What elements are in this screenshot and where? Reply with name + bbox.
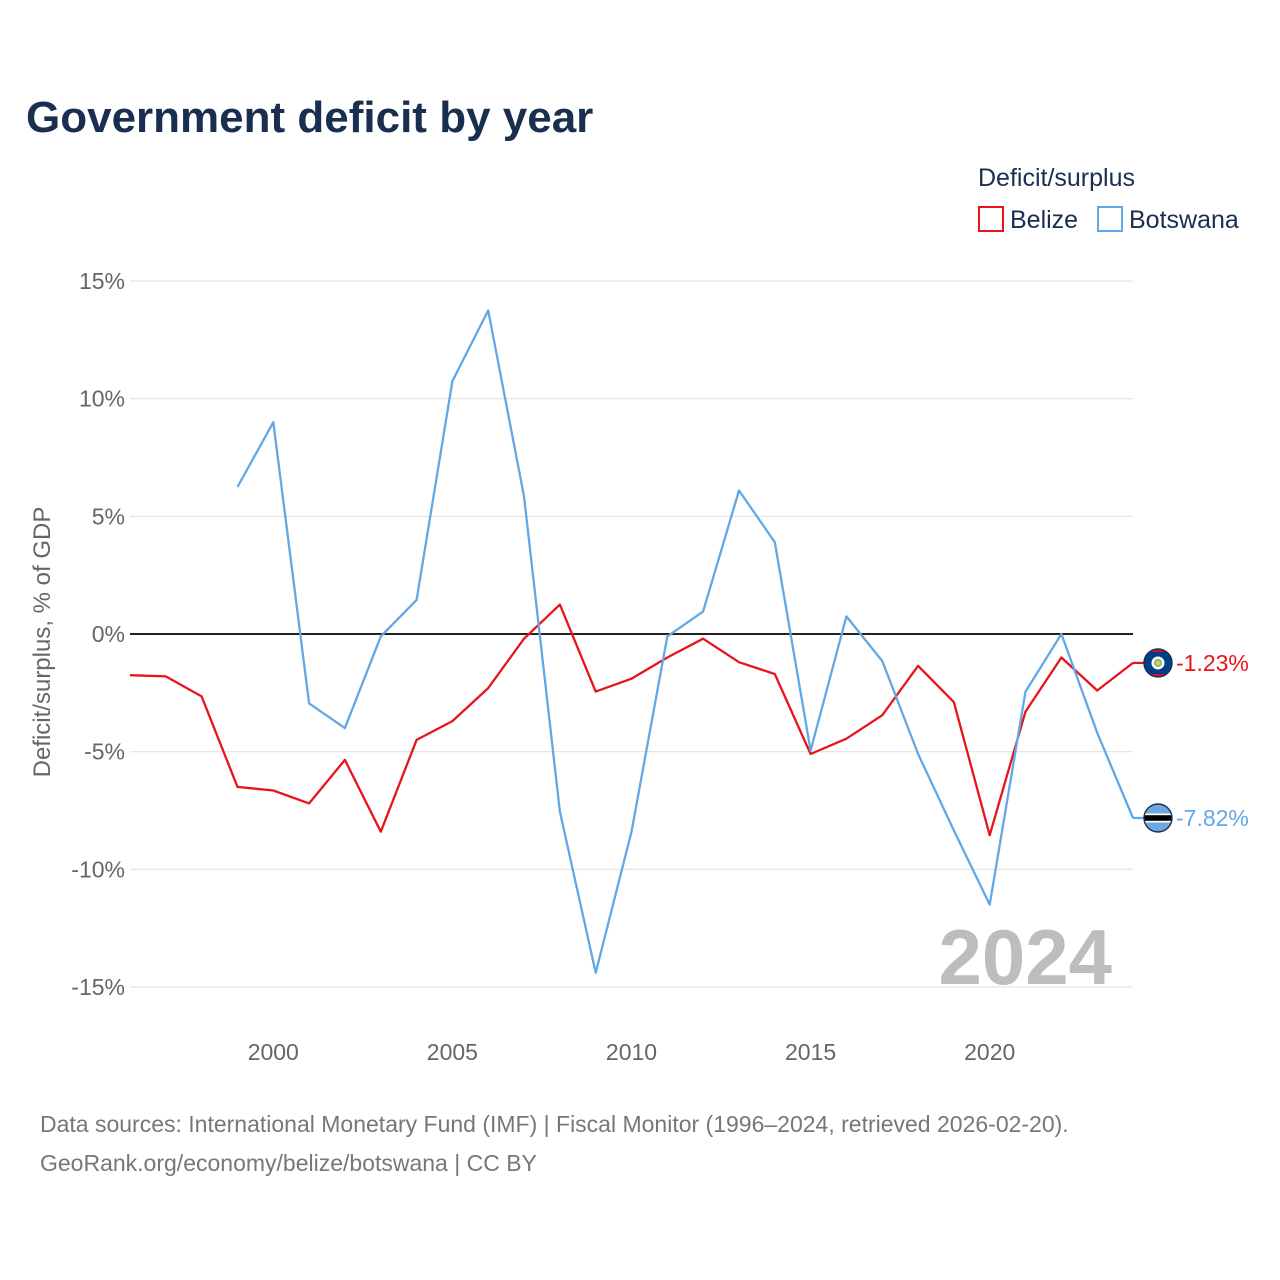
belize-flag-icon [1143, 648, 1173, 678]
legend-label-botswana: Botswana [1129, 206, 1239, 234]
series-line-botswana[interactable] [236, 309, 1135, 974]
x-tick-label: 2015 [785, 1039, 836, 1065]
y-axis-label: Deficit/surplus, % of GDP [29, 507, 56, 778]
x-tick-label: 2010 [606, 1039, 657, 1065]
x-tick-label: 2000 [248, 1039, 299, 1065]
year-watermark: 2024 [938, 913, 1112, 1001]
y-tick-label: 0% [92, 621, 125, 647]
y-tick-label: 10% [79, 386, 125, 412]
source-line-2: GeoRank.org/economy/belize/botswana | CC… [40, 1150, 537, 1176]
x-axis-ticks: 2000 2005 2010 2015 2020 [248, 1039, 1016, 1065]
botswana-flag-icon [1143, 803, 1173, 833]
series-end-markers: -1.23% -7.82% [1133, 648, 1249, 833]
series-line-belize[interactable] [129, 603, 1134, 837]
y-tick-label: -5% [84, 739, 125, 765]
series [129, 309, 1135, 974]
chart-title: Government deficit by year [26, 93, 593, 142]
grid [130, 280, 1133, 988]
y-tick-label: -15% [71, 974, 125, 1000]
x-tick-label: 2020 [964, 1039, 1015, 1065]
y-axis-ticks: 15% 10% 5% 0% -5% -10% -15% [71, 268, 125, 1000]
x-tick-label: 2005 [427, 1039, 478, 1065]
y-tick-label: 5% [92, 503, 125, 529]
legend-item-belize[interactable]: Belize [978, 206, 1078, 234]
end-label-belize: -1.23% [1176, 650, 1249, 676]
legend-title: Deficit/surplus [978, 164, 1135, 192]
end-label-botswana: -7.82% [1176, 805, 1249, 831]
legend-swatch-botswana [1097, 206, 1123, 232]
legend-swatch-belize [978, 206, 1004, 232]
legend: Deficit/surplus Belize Botswana [978, 164, 1239, 234]
legend-label-belize: Belize [1010, 206, 1078, 234]
legend-item-botswana[interactable]: Botswana [1097, 206, 1239, 234]
y-tick-label: 15% [79, 268, 125, 294]
y-tick-label: -10% [71, 856, 125, 882]
source-line-1: Data sources: International Monetary Fun… [40, 1111, 1069, 1137]
